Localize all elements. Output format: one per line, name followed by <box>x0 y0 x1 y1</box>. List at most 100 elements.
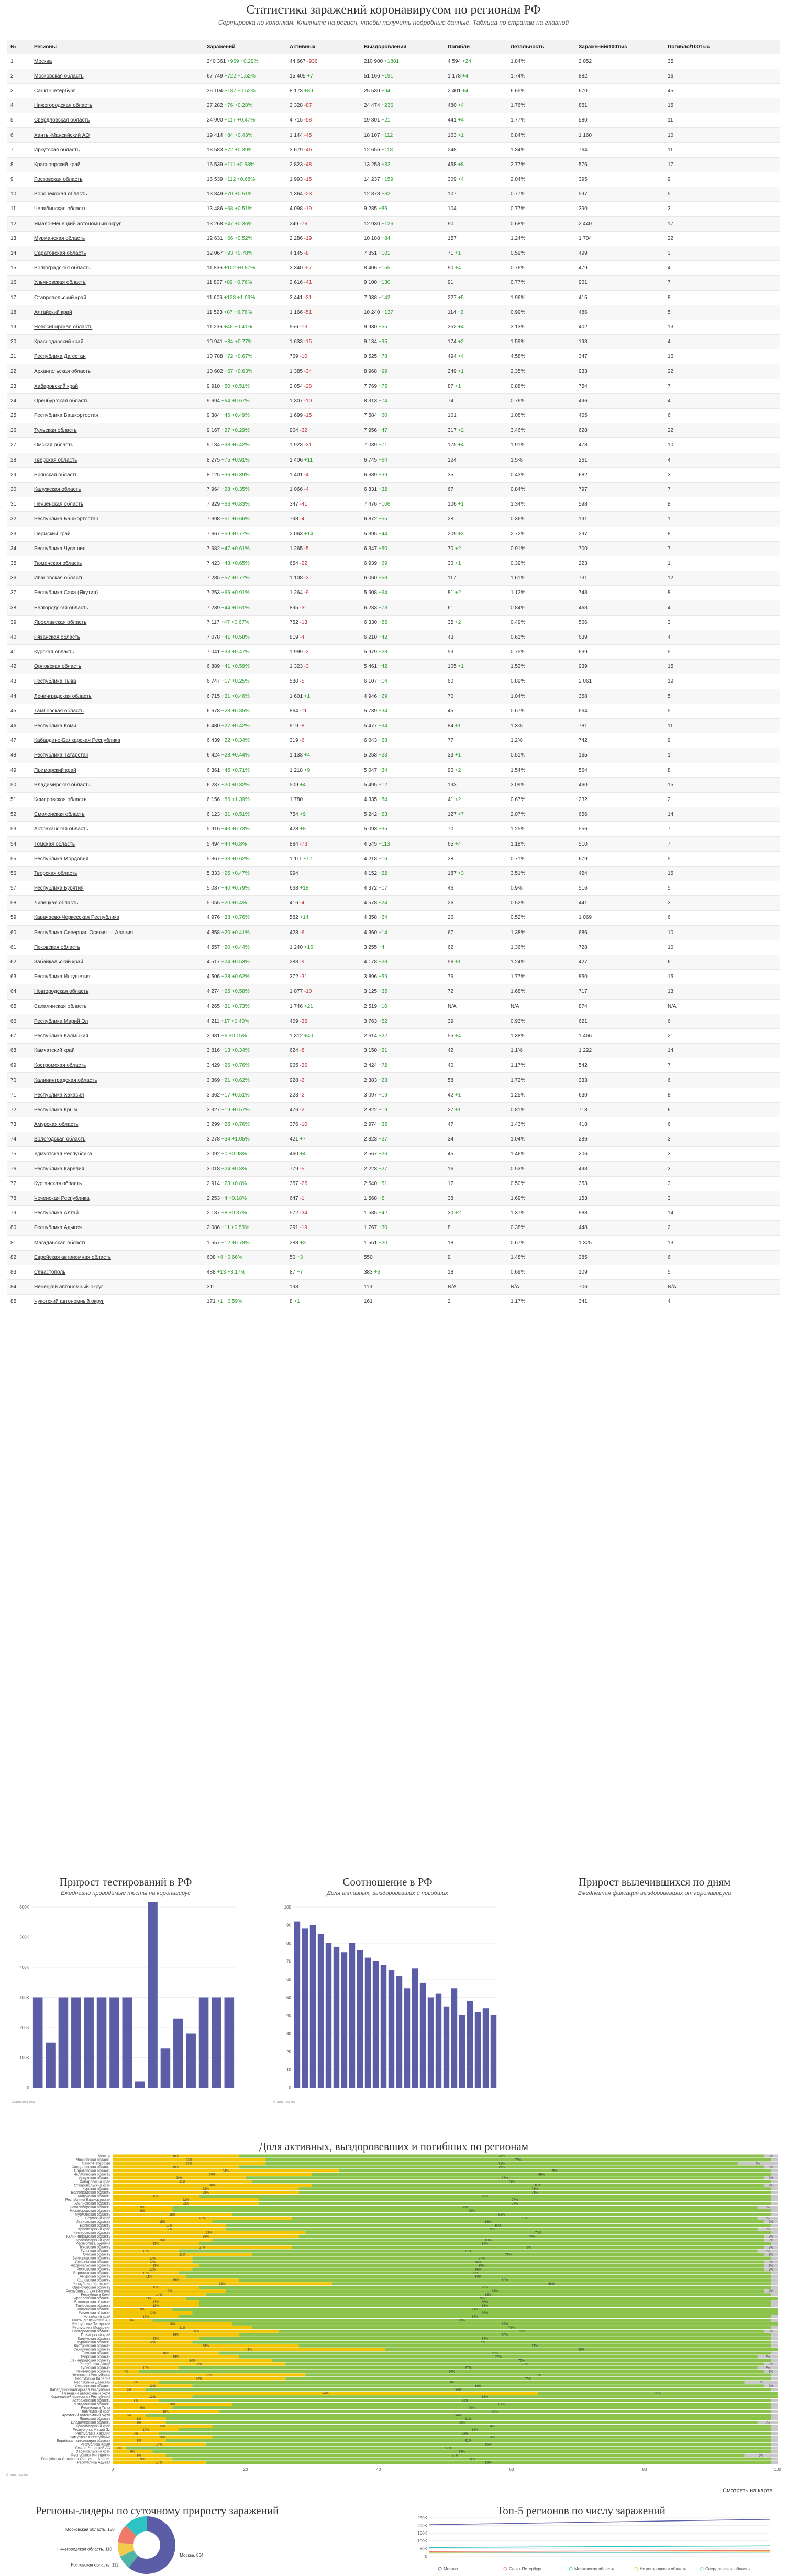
region-link[interactable]: Республика Хакасия <box>34 1092 84 1098</box>
region-cell[interactable]: Псковская область <box>31 940 204 955</box>
region-link[interactable]: Республика Саха (Якутия) <box>34 590 98 596</box>
region-cell[interactable]: Краснодарский край <box>31 334 204 350</box>
region-link[interactable]: Республика Башкортостан <box>34 516 99 522</box>
region-cell[interactable]: Республика Карелия <box>31 1161 204 1177</box>
region-cell[interactable]: Калужская область <box>31 482 204 498</box>
region-link[interactable]: Омская область <box>34 442 74 448</box>
region-cell[interactable]: Новосибирская область <box>31 320 204 335</box>
region-cell[interactable]: Республика Чувашия <box>31 541 204 556</box>
region-cell[interactable]: Чукотский автономный округ <box>31 1294 204 1310</box>
region-cell[interactable]: Орловская область <box>31 659 204 675</box>
region-link[interactable]: Свердловская область <box>34 117 90 124</box>
region-cell[interactable]: Камчатский край <box>31 1043 204 1059</box>
region-cell[interactable]: Республика Мордовия <box>31 851 204 867</box>
region-link[interactable]: Липецкая область <box>34 900 79 906</box>
region-link[interactable]: Кабардино-Балкарская Республика <box>34 738 120 744</box>
region-link[interactable]: Костромская область <box>34 1062 86 1069</box>
region-link[interactable]: Чукотский автономный округ <box>34 1299 104 1305</box>
region-link[interactable]: Республика Карелия <box>34 1166 84 1172</box>
region-cell[interactable]: Ямало-Ненецкий автономный округ <box>31 216 204 232</box>
region-link[interactable]: Ярославская область <box>34 619 87 626</box>
region-cell[interactable]: Пермский край <box>31 527 204 542</box>
region-cell[interactable]: Ненецкий автономный округ <box>31 1279 204 1295</box>
region-link[interactable]: Удмуртская Республика <box>34 1151 92 1157</box>
region-cell[interactable]: Магаданская область <box>31 1235 204 1251</box>
region-link[interactable]: Республика Алтай <box>34 1210 79 1216</box>
region-link[interactable]: Санкт-Петербург <box>34 87 75 94</box>
region-link[interactable]: Красноярский край <box>34 161 81 168</box>
region-link[interactable]: Воронежская область <box>34 191 87 198</box>
region-cell[interactable]: Нижегородская область <box>31 98 204 114</box>
region-cell[interactable]: Московская область <box>31 69 204 84</box>
region-cell[interactable]: Республика Башкортостан <box>31 511 204 527</box>
region-cell[interactable]: Ульяновская область <box>31 275 204 291</box>
region-cell[interactable]: Республика Дагестан <box>31 349 204 365</box>
region-link[interactable]: Волгоградская область <box>34 265 91 271</box>
region-link[interactable]: Тюменская область <box>34 560 82 566</box>
region-cell[interactable]: Волгоградская область <box>31 260 204 276</box>
region-link[interactable]: Алтайский край <box>34 309 72 315</box>
region-cell[interactable]: Костромская область <box>31 1058 204 1073</box>
region-link[interactable]: Республика Адыгея <box>34 1225 82 1231</box>
region-link[interactable]: Амурская область <box>34 1122 79 1128</box>
region-cell[interactable]: Иркутская область <box>31 142 204 158</box>
region-cell[interactable]: Архангельская область <box>31 364 204 379</box>
region-cell[interactable]: Республика Саха (Якутия) <box>31 585 204 601</box>
region-link[interactable]: Еврейская автономная область <box>34 1254 111 1260</box>
region-cell[interactable]: Республика Марий Эл <box>31 1014 204 1029</box>
region-link[interactable]: Орловская область <box>34 664 82 670</box>
region-cell[interactable]: Республика Башкортостан <box>31 408 204 424</box>
region-cell[interactable]: Удмуртская Республика <box>31 1146 204 1162</box>
region-link[interactable]: Смоленская область <box>34 812 85 818</box>
region-link[interactable]: Ленинградская область <box>34 693 92 699</box>
region-cell[interactable]: Оренбургская область <box>31 393 204 409</box>
region-link[interactable]: Республика Тыва <box>34 678 76 685</box>
region-link[interactable]: Республика Мордовия <box>34 856 88 862</box>
region-link[interactable]: Калининградская область <box>34 1077 97 1083</box>
region-cell[interactable]: Челябинская область <box>31 201 204 217</box>
region-cell[interactable]: Республика Ингушетия <box>31 969 204 985</box>
region-link[interactable]: Тульская область <box>34 427 77 434</box>
region-cell[interactable]: Ярославская область <box>31 615 204 630</box>
region-link[interactable]: Тверская область <box>34 870 77 876</box>
region-cell[interactable]: Санкт-Петербург <box>31 83 204 99</box>
region-cell[interactable]: Еврейская автономная область <box>31 1250 204 1265</box>
region-cell[interactable]: Республика Алтай <box>31 1205 204 1221</box>
region-link[interactable]: Брянская область <box>34 472 78 478</box>
region-cell[interactable]: Республика Татарстан <box>31 748 204 763</box>
region-link[interactable]: Республика Ингушетия <box>34 974 91 980</box>
region-cell[interactable]: Белгородская область <box>31 600 204 616</box>
region-link[interactable]: Псковская область <box>34 944 80 950</box>
region-link[interactable]: Тамбовская область <box>34 708 84 714</box>
region-cell[interactable]: Карачаево-Черкесская Республика <box>31 910 204 926</box>
region-cell[interactable]: Приморский край <box>31 763 204 778</box>
region-link[interactable]: Магаданская область <box>34 1240 87 1246</box>
region-cell[interactable]: Ивановская область <box>31 571 204 586</box>
region-cell[interactable]: Тверская область <box>31 866 204 882</box>
region-cell[interactable]: Республика Тыва <box>31 674 204 689</box>
region-cell[interactable]: Вологодская область <box>31 1132 204 1147</box>
region-cell[interactable]: Амурская область <box>31 1117 204 1133</box>
region-link[interactable]: Хабаровский край <box>34 383 79 389</box>
region-cell[interactable]: Республика Крым <box>31 1102 204 1118</box>
column-header-2[interactable]: Заражений <box>204 40 286 54</box>
region-link[interactable]: Карачаево-Черкесская Республика <box>34 915 120 921</box>
region-link[interactable]: Пермский край <box>34 531 71 537</box>
region-link[interactable]: Краснодарский край <box>34 339 84 345</box>
region-link[interactable]: Новосибирская область <box>34 324 93 330</box>
region-cell[interactable]: Республика Коми <box>31 718 204 734</box>
region-link[interactable]: Ростовская область <box>34 177 83 183</box>
region-link[interactable]: Тверская область <box>34 457 77 463</box>
region-link[interactable]: Иркутская область <box>34 147 80 153</box>
region-cell[interactable]: Республика Калмыкия <box>31 1028 204 1044</box>
region-cell[interactable]: Новгородская область <box>31 984 204 1000</box>
region-link[interactable]: Белгородская область <box>34 605 88 611</box>
region-link[interactable]: Вологодская область <box>34 1136 86 1143</box>
region-cell[interactable]: Рязанская область <box>31 630 204 645</box>
region-link[interactable]: Ивановская область <box>34 575 84 582</box>
region-link[interactable]: Новгородская область <box>34 989 89 995</box>
region-cell[interactable]: Хабаровский край <box>31 379 204 394</box>
region-cell[interactable]: Курганская область <box>31 1176 204 1191</box>
region-cell[interactable]: Республика Адыгея <box>31 1220 204 1236</box>
region-cell[interactable]: Ростовская область <box>31 172 204 188</box>
